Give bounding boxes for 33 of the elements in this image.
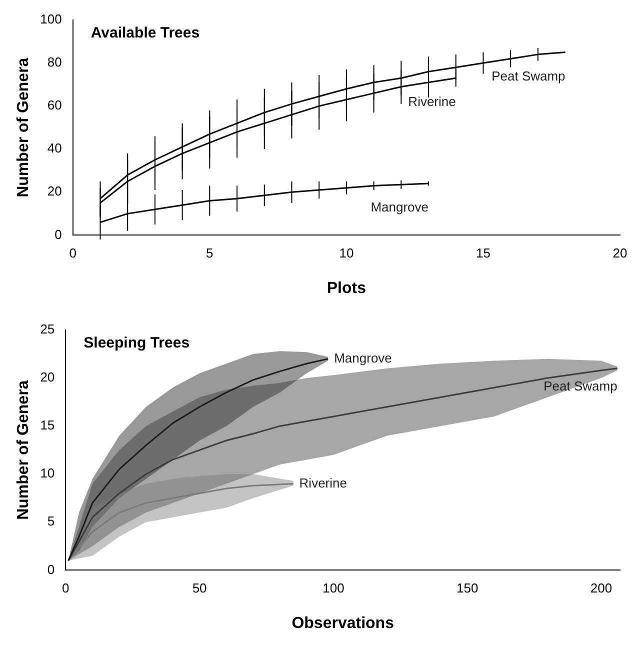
y-tick-label: 40 [47,140,62,156]
chart-title: Sleeping Trees [84,334,190,352]
y-tick-label: 60 [47,98,62,113]
x-tick-label: 10 [339,246,354,261]
series-label: Peat Swamp [492,68,566,84]
y-axis-title: Number of Genera [15,380,32,520]
x-tick-label: 200 [590,580,612,596]
x-tick-label: 0 [69,246,77,261]
y-tick-label: 80 [47,54,62,70]
y-tick-label: 20 [40,370,55,385]
series-label: Mangrove [334,350,392,366]
x-tick-label: 5 [206,246,214,261]
y-tick-label: 15 [40,418,55,433]
y-tick-label: 0 [47,562,55,577]
y-tick-label: 5 [47,514,55,529]
x-tick-label: 150 [456,580,478,596]
series-label: Mangrove [370,200,429,215]
y-tick-label: 20 [47,184,62,199]
y-tick-label: 100 [40,12,62,27]
y-tick-label: 0 [54,226,62,242]
series-label: Peat Swamp [544,378,618,394]
x-axis-title: Plots [326,280,366,297]
x-tick-label: 15 [476,246,490,261]
series-label: Riverine [299,475,347,490]
x-axis-title: Observations [292,614,394,632]
x-tick-label: 50 [192,580,207,596]
series-label: Riverine [408,94,456,110]
y-axis-title: Number of Genera [15,58,32,198]
y-tick-label: 25 [40,322,55,337]
x-tick-label: 20 [612,246,628,261]
y-tick-label: 10 [40,466,55,481]
x-tick-label: 100 [322,580,344,596]
chart-title: Available Trees [90,24,200,42]
